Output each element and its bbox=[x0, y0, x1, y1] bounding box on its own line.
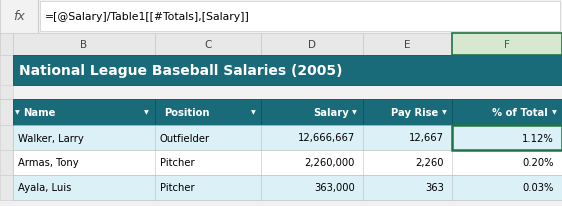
Bar bbox=[0, 0, 562, 34]
Text: ▼: ▼ bbox=[144, 110, 149, 115]
Text: 2,260: 2,260 bbox=[416, 158, 444, 168]
Bar bbox=[0, 99, 13, 125]
Bar bbox=[0, 150, 13, 175]
Bar bbox=[13, 150, 562, 175]
Text: ▼: ▼ bbox=[442, 110, 447, 115]
Bar bbox=[13, 99, 562, 125]
Text: Armas, Tony: Armas, Tony bbox=[18, 158, 79, 168]
Bar bbox=[13, 125, 562, 150]
Text: 12,667: 12,667 bbox=[409, 133, 444, 143]
Text: C: C bbox=[205, 40, 212, 50]
Text: Salary: Salary bbox=[313, 108, 348, 117]
Text: National League Baseball Salaries (2005): National League Baseball Salaries (2005) bbox=[19, 64, 342, 78]
Bar bbox=[0, 175, 13, 200]
Bar bbox=[13, 175, 562, 200]
Bar bbox=[0, 85, 562, 99]
Text: ▼: ▼ bbox=[15, 110, 20, 115]
Text: Pitcher: Pitcher bbox=[160, 183, 194, 193]
Text: ▼: ▼ bbox=[552, 110, 556, 115]
Bar bbox=[13, 56, 562, 85]
Text: Name: Name bbox=[23, 108, 56, 117]
Text: fx: fx bbox=[13, 11, 25, 23]
Bar bbox=[13, 34, 155, 56]
Bar bbox=[40, 2, 560, 32]
Bar bbox=[0, 0, 38, 34]
Text: F: F bbox=[504, 40, 510, 50]
Bar bbox=[0, 34, 562, 56]
Bar bbox=[452, 34, 562, 56]
Bar bbox=[452, 125, 562, 150]
Text: D: D bbox=[308, 40, 316, 50]
Text: 1.12%: 1.12% bbox=[522, 133, 554, 143]
Text: Pitcher: Pitcher bbox=[160, 158, 194, 168]
Text: Pay Rise: Pay Rise bbox=[391, 108, 438, 117]
Text: Position: Position bbox=[165, 108, 210, 117]
Bar bbox=[0, 125, 13, 150]
Bar bbox=[261, 34, 362, 56]
Text: 0.03%: 0.03% bbox=[523, 183, 554, 193]
Bar bbox=[155, 34, 261, 56]
Text: % of Total: % of Total bbox=[492, 108, 548, 117]
Bar bbox=[362, 34, 452, 56]
Text: E: E bbox=[404, 40, 411, 50]
Bar bbox=[0, 56, 13, 85]
Text: =[@Salary]/Table1[[#Totals],[Salary]]: =[@Salary]/Table1[[#Totals],[Salary]] bbox=[45, 12, 250, 22]
Text: ▼: ▼ bbox=[352, 110, 357, 115]
Text: 2,260,000: 2,260,000 bbox=[304, 158, 355, 168]
Text: 0.20%: 0.20% bbox=[523, 158, 554, 168]
Text: Walker, Larry: Walker, Larry bbox=[18, 133, 84, 143]
Bar bbox=[0, 34, 13, 56]
Text: 363: 363 bbox=[425, 183, 444, 193]
Bar bbox=[0, 85, 13, 99]
Text: 12,666,667: 12,666,667 bbox=[297, 133, 355, 143]
Text: Ayala, Luis: Ayala, Luis bbox=[18, 183, 71, 193]
Text: Outfielder: Outfielder bbox=[160, 133, 210, 143]
Text: B: B bbox=[80, 40, 87, 50]
Text: ▼: ▼ bbox=[251, 110, 256, 115]
Text: 363,000: 363,000 bbox=[314, 183, 355, 193]
